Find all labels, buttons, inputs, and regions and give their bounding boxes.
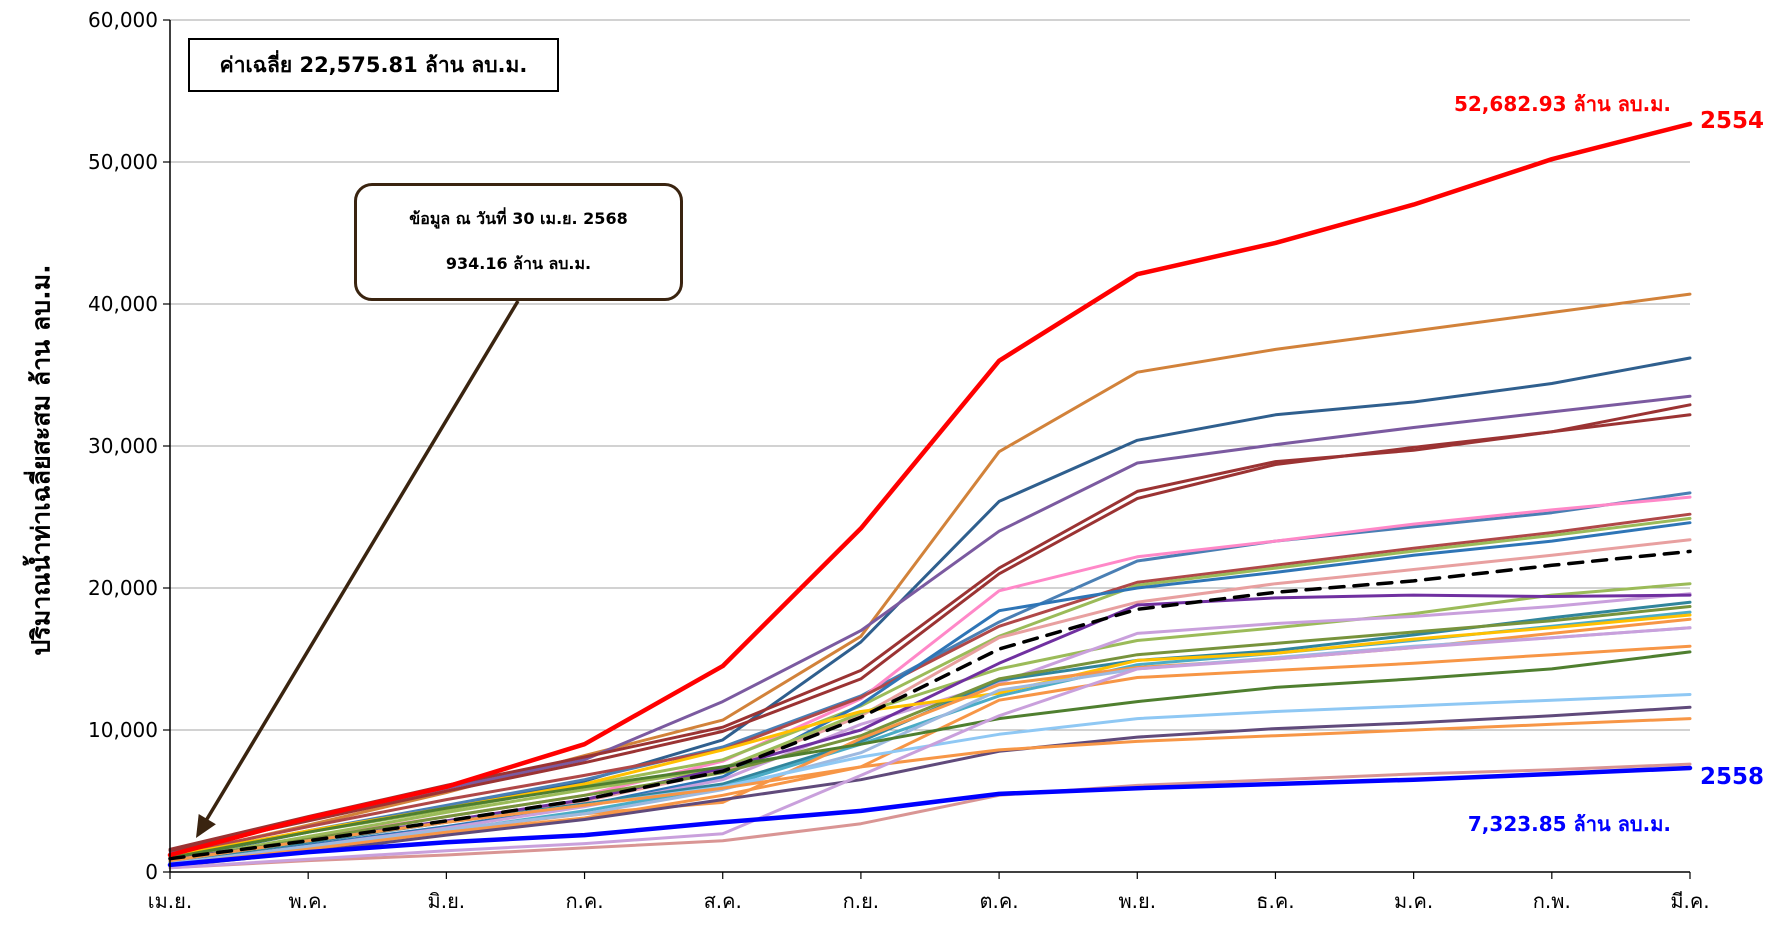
- series-line: [168, 717, 1692, 863]
- max-value-annotation: 52,682.93 ล้าน ลบ.ม.: [1453, 92, 1671, 116]
- arrow-head: [196, 814, 216, 838]
- x-axis-ticks: เม.ย. พ.ค. มิ.ย. ก.ค. ส.ค. ก.ย. ต.ค. พ.ย. ธ.ค. ม.…: [148, 872, 1710, 913]
- arrow-shaft: [202, 300, 520, 825]
- data-note-box: ข้อมูล ณ วันที่ 30 เม.ย. 2568 934.16 ล้า…: [354, 183, 683, 301]
- series-lines: [167, 121, 1693, 870]
- y-tick-label: 50,000: [88, 150, 158, 174]
- y-axis-label-wrapper: ปริมาณน้ำท่าเฉลี่ยสะสม ล้าน ลบ.ม.: [12, 180, 72, 740]
- series-line: [168, 650, 1692, 860]
- y-tick-label: 20,000: [88, 576, 158, 600]
- y-tick-label: 40,000: [88, 292, 158, 316]
- series-line: [168, 644, 1692, 867]
- series-line: [168, 549, 1692, 861]
- y-axis-label: ปริมาณน้ำท่าเฉลี่ยสะสม ล้าน ลบ.ม.: [27, 264, 57, 656]
- max-year-label: 2554: [1700, 108, 1765, 134]
- x-tick-label: เม.ย.: [148, 889, 192, 913]
- note-arrow: [196, 300, 520, 838]
- gridlines: [170, 19, 1690, 731]
- data-note-date: ข้อมูล ณ วันที่ 30 เม.ย. 2568: [409, 209, 628, 228]
- series-line: [168, 605, 1692, 863]
- x-tick-label: ก.ย.: [843, 889, 880, 913]
- series-line: [168, 292, 1692, 858]
- y-tick-label: 0: [145, 860, 158, 884]
- x-tick-label: ธ.ค.: [1256, 889, 1294, 913]
- series-line: [168, 512, 1692, 857]
- x-tick-label: ก.พ.: [1533, 889, 1571, 913]
- y-tick-label: 10,000: [88, 718, 158, 742]
- axes: [169, 20, 1690, 873]
- series-line: [168, 705, 1692, 868]
- series-line: [168, 516, 1692, 860]
- x-tick-label: มิ.ย.: [428, 889, 466, 913]
- x-tick-label: พ.ค.: [289, 889, 328, 913]
- x-tick-label: พ.ย.: [1118, 889, 1156, 913]
- average-box: ค่าเฉลี่ย 22,575.81 ล้าน ลบ.ม.: [188, 38, 559, 92]
- x-tick-label: ม.ค.: [1394, 889, 1433, 913]
- series-line: [168, 762, 1692, 870]
- series-line-2558: [167, 765, 1693, 868]
- min-year-label: 2558: [1700, 764, 1765, 790]
- series-line: [168, 413, 1692, 853]
- y-axis-ticks: 0 10,000 20,000 30,000 40,000 50,000 60,000: [88, 8, 170, 884]
- y-tick-label: 30,000: [88, 434, 158, 458]
- min-value-annotation: 7,323.85 ล้าน ลบ.ม.: [1467, 812, 1671, 836]
- series-line: [168, 582, 1692, 863]
- x-tick-label: มี.ค.: [1670, 889, 1709, 913]
- series-line: [168, 626, 1692, 870]
- series-line-2554: [167, 121, 1693, 858]
- x-tick-label: ต.ค.: [980, 889, 1019, 913]
- y-tick-label: 60,000: [88, 8, 158, 32]
- data-note-value: 934.16 ล้าน ลบ.ม.: [445, 254, 592, 273]
- x-tick-label: ก.ค.: [565, 889, 603, 913]
- x-tick-label: ส.ค.: [704, 889, 742, 913]
